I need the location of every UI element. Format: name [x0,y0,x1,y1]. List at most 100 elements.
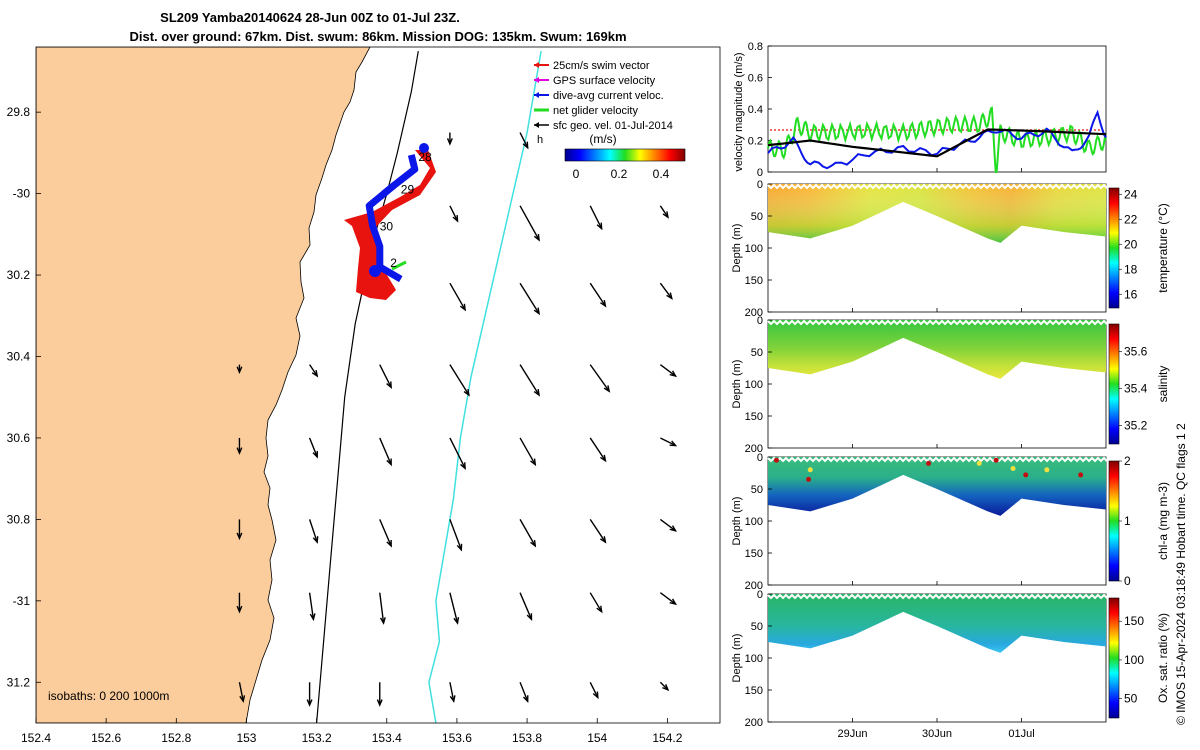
current-vector-head [453,617,460,625]
current-vector [308,519,318,543]
colorbar-tick-label: 35.6 [1124,345,1148,359]
map-y-tick-label: 30.4 [7,349,31,363]
chl-sample-dot [993,457,999,463]
map-y-tick-label: 29.8 [7,105,31,119]
current-vector-head [386,381,392,390]
current-vector-head [312,536,319,544]
profile-ylabel: Depth (m) [731,497,743,546]
current-vector-head [239,695,246,704]
map-y-tick-label: -30 [13,187,31,201]
map-x-tick-label: 153.4 [372,731,402,745]
current-vector-head [526,613,533,621]
current-vector-head [533,307,541,316]
net-velocity-green [391,260,407,271]
current-vector-head [306,699,313,707]
colorbar-tick-label: 35.4 [1124,382,1148,396]
current-vector [308,437,318,458]
current-vector-head [533,233,540,242]
current-vector [659,592,676,605]
glider-track [344,143,436,300]
colorbar-label: (m/s) [589,132,616,146]
current-vector [379,592,385,624]
profile-y-tick-label: 150 [745,685,763,697]
profile-panel: 0 50 100 150 200 Depth (m) 16 18 20 22 24 temperatu… [731,179,1170,319]
current-vector-head [600,299,607,308]
profile-ylabel: Depth (m) [731,360,743,409]
velocity-y-tick-label: 0.2 [748,136,763,148]
profile-panel: 0 50 100 150 200 Depth (m) 0 1 2 chl-a (mg m-3) [731,452,1170,592]
current-vector [309,364,318,377]
land-mass [36,47,371,723]
colorbar-tick-2: 0.4 [653,167,670,181]
current-vector [308,592,315,620]
day-label: 28 [418,150,432,164]
profile-y-tick-label: 200 [745,717,763,729]
current-vector [449,205,459,222]
current-vector-head [376,699,383,707]
track-end-marker [369,265,381,277]
time-tick-label: 30Jun [922,728,952,740]
day-label: 29 [401,183,415,197]
current-vector-head [452,214,459,223]
current-vector [379,519,392,547]
profile-y-tick-label: 50 [751,347,763,359]
profile-ylabel: Depth (m) [731,224,743,273]
track-start-marker [419,143,429,153]
profile-y-tick-label: 0 [757,589,763,601]
profile-y-tick-label: 100 [745,653,763,665]
current-vector-head [236,605,243,614]
profile-top-edge [767,319,1108,326]
current-vectors [236,132,678,707]
velocity-y-tick-label: 0.6 [748,73,763,85]
map-y-tick-label: 30.2 [7,268,31,282]
current-vector-head [522,141,529,150]
colorbar-tick-label: 18 [1124,262,1138,276]
current-vector [659,518,676,532]
profile-top-edge [767,456,1108,463]
profile-section [768,320,1106,379]
profile-colorbar [1108,187,1120,309]
current-vector [519,437,536,465]
profile-y-tick-label: 50 [751,484,763,496]
velocity-panel: 0 0.2 0.4 0.6 0.8 velocity magnitude (m/s) [733,41,1107,179]
profile-ylabel: Depth (m) [731,634,743,683]
current-vector-head [669,525,678,532]
map-x-tick-label: 153 [236,731,256,745]
colorbar-gradient [564,148,686,162]
current-vector-head [603,385,611,393]
current-vector [589,364,610,392]
current-vector-head [530,458,537,467]
profile-y-tick-label: 200 [745,443,763,455]
current-vector-head [386,539,392,548]
colorbar-tick-label: 24 [1124,187,1138,201]
profile-y-tick-label: 50 [751,211,763,223]
profile-y-tick-label: 200 [745,307,763,319]
colorbar-tick-label: 20 [1124,237,1138,251]
map-x-tick-label: 153.6 [442,731,472,745]
map-frame [35,46,721,724]
current-vector-head [596,605,603,614]
current-vector [379,364,392,388]
map-x-tick-label: 154.2 [652,731,682,745]
chl-sample-dot [1078,472,1084,478]
profile-top-edge [767,593,1108,600]
map-x-tick-label: 153.2 [302,731,332,745]
colorbar-tick-label: 1 [1124,514,1131,528]
profile-y-tick-label: 50 [751,621,763,633]
profile-colorbar [1108,323,1120,445]
colorbar-tick-label: 100 [1124,653,1144,667]
speed-colorbar: (m/s) 0 0.2 0.4 [564,132,686,181]
velocity-y-tick-label: 0.4 [748,104,763,116]
current-vector-head [463,389,470,397]
current-vector [449,682,455,702]
current-vector [589,592,603,613]
current-vector [449,364,470,396]
colorbar-label: Ox. sat. ratio (%) [1156,613,1170,703]
current-vector-head [309,613,316,622]
profile-colorbar [1108,597,1120,719]
colorbar-tick-label: 0 [1124,574,1131,588]
map-x-tick-label: 152.6 [91,731,121,745]
velocity-y-ticks: 0 0.2 0.4 0.6 0.8 [748,41,772,179]
map-x-ticks: 152.4 152.6 152.8 153 153.2 153.4 153.6 153.8 15… [21,718,683,745]
current-vector-head [236,532,243,541]
